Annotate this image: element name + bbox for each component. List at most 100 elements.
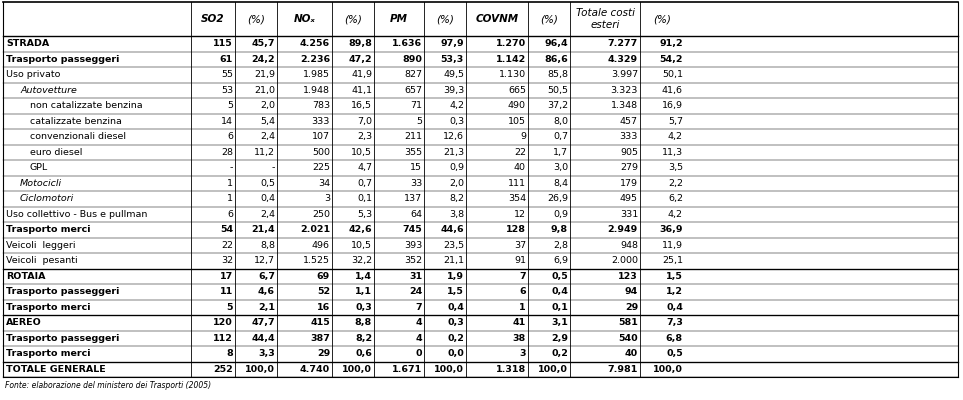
Text: 0,5: 0,5 [666, 349, 683, 358]
Text: 1: 1 [519, 303, 526, 312]
Text: 85,8: 85,8 [547, 70, 568, 79]
Text: 40: 40 [625, 349, 638, 358]
Text: 11,3: 11,3 [662, 148, 683, 157]
Text: 54: 54 [220, 225, 233, 234]
Text: Trasporto merci: Trasporto merci [6, 303, 91, 312]
Text: SO2: SO2 [201, 14, 224, 24]
Text: 7,0: 7,0 [357, 117, 372, 126]
Text: 1.348: 1.348 [611, 101, 638, 110]
Text: 1: 1 [227, 194, 233, 203]
Text: 137: 137 [403, 194, 422, 203]
Text: 36,9: 36,9 [660, 225, 683, 234]
Text: catalizzate benzina: catalizzate benzina [30, 117, 122, 126]
Text: 100,0: 100,0 [342, 365, 372, 374]
Text: 415: 415 [310, 318, 330, 327]
Text: 11: 11 [220, 287, 233, 296]
Text: 387: 387 [310, 334, 330, 343]
Text: Trasporto passeggeri: Trasporto passeggeri [6, 334, 119, 343]
Text: 5,3: 5,3 [357, 210, 372, 219]
Text: 28: 28 [221, 148, 233, 157]
Text: 25,1: 25,1 [662, 256, 683, 265]
Text: 21,0: 21,0 [254, 86, 275, 95]
Text: 0,5: 0,5 [260, 179, 275, 188]
Text: 9: 9 [520, 132, 526, 141]
Text: 100,0: 100,0 [434, 365, 464, 374]
Text: (%): (%) [247, 14, 265, 24]
Text: AEREO: AEREO [6, 318, 41, 327]
Text: 5,7: 5,7 [668, 117, 683, 126]
Text: 3,1: 3,1 [551, 318, 568, 327]
Text: 100,0: 100,0 [246, 365, 275, 374]
Text: 97,9: 97,9 [440, 39, 464, 48]
Text: 86,6: 86,6 [544, 55, 568, 64]
Text: 34: 34 [318, 179, 330, 188]
Text: 2.000: 2.000 [611, 256, 638, 265]
Text: 179: 179 [620, 179, 638, 188]
Text: 2,8: 2,8 [553, 241, 568, 250]
Text: 89,8: 89,8 [349, 39, 372, 48]
Text: -: - [229, 163, 233, 172]
Text: 252: 252 [213, 365, 233, 374]
Text: 55: 55 [221, 70, 233, 79]
Text: 1,2: 1,2 [666, 287, 683, 296]
Text: 393: 393 [403, 241, 422, 250]
Text: 6,7: 6,7 [258, 272, 275, 281]
Text: 3.997: 3.997 [611, 70, 638, 79]
Text: 53: 53 [221, 86, 233, 95]
Text: 1.130: 1.130 [499, 70, 526, 79]
Text: (%): (%) [344, 14, 362, 24]
Text: 10,5: 10,5 [351, 241, 372, 250]
Text: 3: 3 [324, 194, 330, 203]
Text: 7: 7 [519, 272, 526, 281]
Text: PM: PM [390, 14, 408, 24]
Text: 540: 540 [618, 334, 638, 343]
Text: ROTAIA: ROTAIA [6, 272, 45, 281]
Text: 745: 745 [403, 225, 422, 234]
Text: 22: 22 [514, 148, 526, 157]
Text: Trasporto merci: Trasporto merci [6, 349, 91, 358]
Text: 32: 32 [221, 256, 233, 265]
Text: 39,3: 39,3 [443, 86, 464, 95]
Text: 250: 250 [312, 210, 330, 219]
Text: 38: 38 [512, 334, 526, 343]
Text: 24: 24 [408, 287, 422, 296]
Text: 2,1: 2,1 [258, 303, 275, 312]
Text: 21,4: 21,4 [251, 225, 275, 234]
Text: 64: 64 [410, 210, 422, 219]
Text: 657: 657 [404, 86, 422, 95]
Text: 3: 3 [519, 349, 526, 358]
Text: Fonte: elaborazione del ministero dei Trasporti (2005): Fonte: elaborazione del ministero dei Tr… [5, 381, 211, 390]
Text: 50,5: 50,5 [547, 86, 568, 95]
Text: Trasporto merci: Trasporto merci [6, 225, 91, 234]
Text: 16,9: 16,9 [662, 101, 683, 110]
Text: 96,4: 96,4 [544, 39, 568, 48]
Text: euro diesel: euro diesel [30, 148, 83, 157]
Text: 500: 500 [312, 148, 330, 157]
Text: 4: 4 [415, 318, 422, 327]
Text: 0,4: 0,4 [666, 303, 683, 312]
Text: 21,9: 21,9 [254, 70, 275, 79]
Text: 31: 31 [409, 272, 422, 281]
Text: 3,0: 3,0 [553, 163, 568, 172]
Text: 496: 496 [312, 241, 330, 250]
Text: 49,5: 49,5 [443, 70, 464, 79]
Text: NOₓ: NOₓ [294, 14, 315, 24]
Text: 8,2: 8,2 [449, 194, 464, 203]
Text: 6: 6 [227, 132, 233, 141]
Text: 331: 331 [620, 210, 638, 219]
Text: 0,9: 0,9 [449, 163, 464, 172]
Text: 37,2: 37,2 [547, 101, 568, 110]
Text: 1,5: 1,5 [666, 272, 683, 281]
Text: 21,1: 21,1 [443, 256, 464, 265]
Text: 37: 37 [514, 241, 526, 250]
Text: 6,2: 6,2 [668, 194, 683, 203]
Text: 4.329: 4.329 [608, 55, 638, 64]
Text: 1,9: 1,9 [447, 272, 464, 281]
Text: 11,2: 11,2 [254, 148, 275, 157]
Text: 41,9: 41,9 [351, 70, 372, 79]
Text: 21,3: 21,3 [443, 148, 464, 157]
Text: 105: 105 [508, 117, 526, 126]
Text: 33: 33 [409, 179, 422, 188]
Text: 1,4: 1,4 [355, 272, 372, 281]
Text: 123: 123 [618, 272, 638, 281]
